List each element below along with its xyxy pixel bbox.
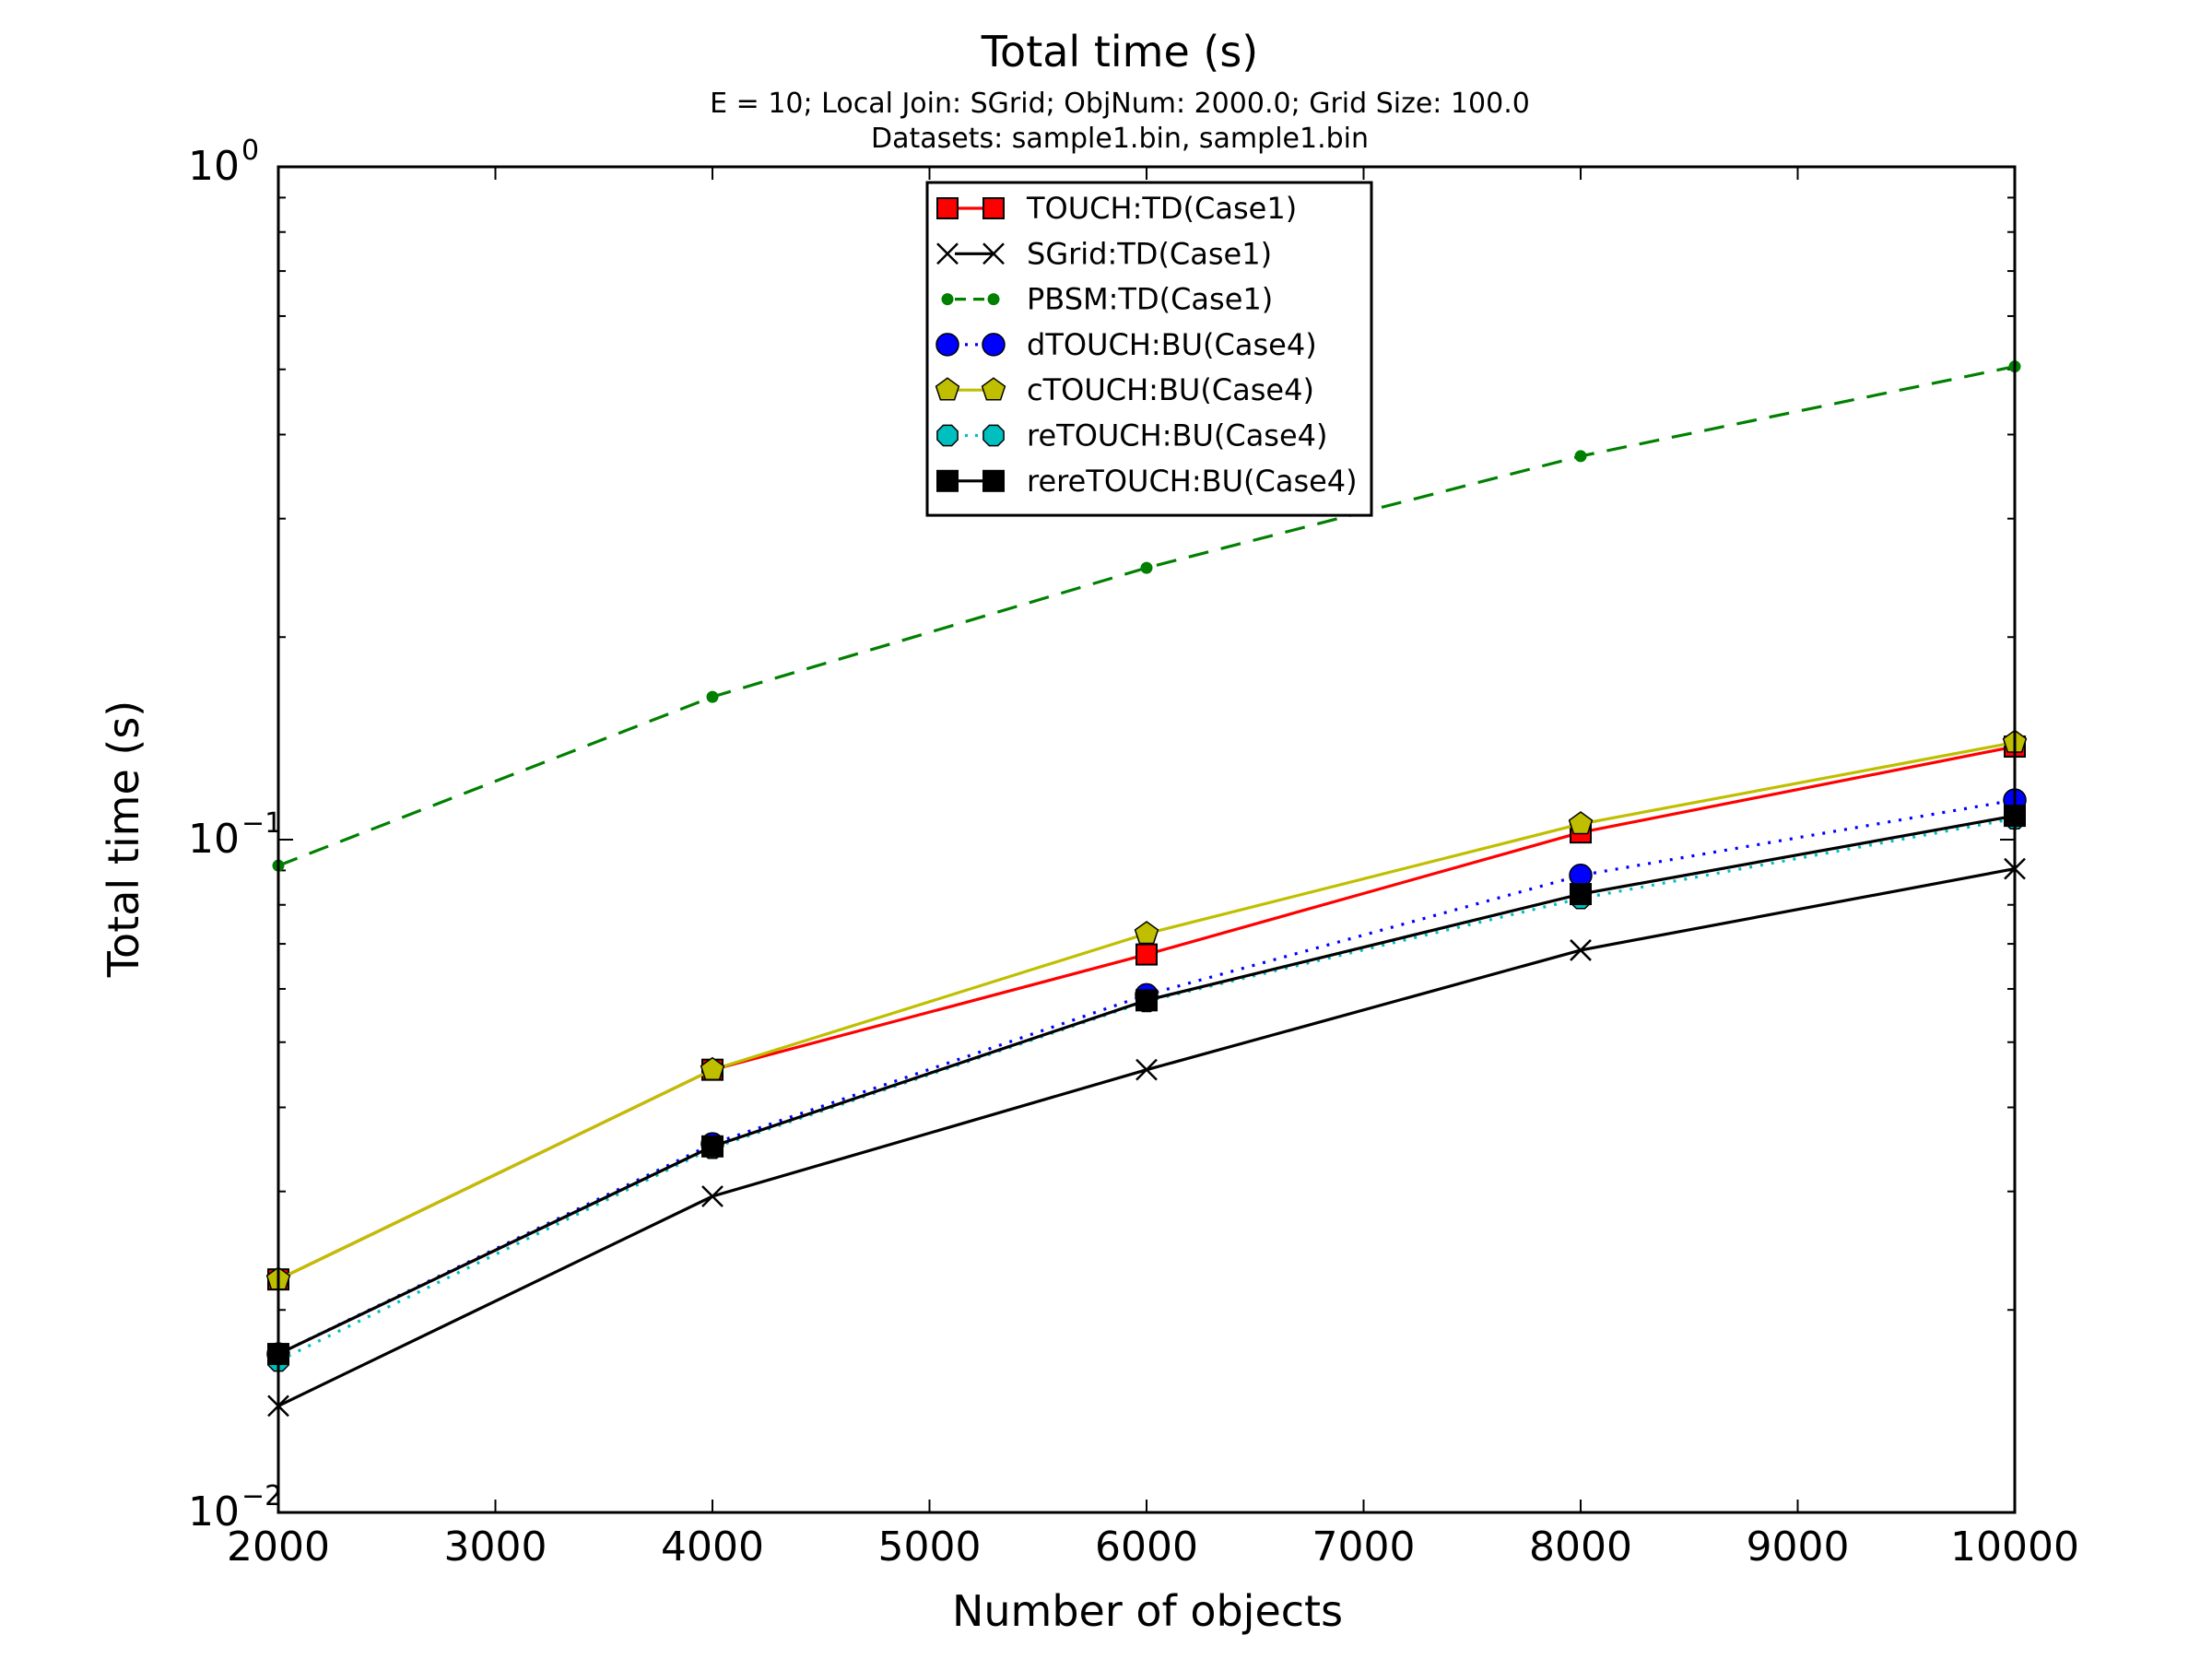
legend-marker (941, 293, 954, 306)
x-tick-label: 3000 (444, 1524, 547, 1571)
legend-label: cTOUCH:BU(Case4) (1027, 372, 1314, 407)
x-tick-label: 4000 (661, 1524, 764, 1571)
chart-title: Total time (s) (981, 27, 1258, 76)
y-axis-label: Total time (s) (99, 700, 148, 978)
legend-marker (936, 469, 959, 492)
y-tick-base: 10 (188, 1488, 240, 1535)
legend-marker (982, 242, 1005, 265)
legend-label: PBSM:TD(Case1) (1027, 282, 1273, 317)
y-tick-exponent: −2 (241, 1480, 282, 1512)
data-point (1135, 943, 1158, 966)
y-tick-base: 10 (188, 143, 240, 190)
data-point (1570, 939, 1592, 961)
y-tick-label: 10 −2 (188, 1480, 282, 1535)
data-point (1135, 1058, 1158, 1081)
legend-label: rereTOUCH:BU(Case4) (1027, 464, 1358, 499)
legend-entry: TOUCH:TD(Case1) (936, 191, 1297, 226)
data-point (700, 1056, 725, 1080)
legend-marker (935, 333, 959, 357)
data-point (1134, 921, 1159, 945)
data-point (1140, 561, 1153, 574)
chart-subtitle-line-1: E = 10; Local Join: SGrid; ObjNum: 2000.… (710, 88, 1530, 120)
data-point (1135, 989, 1158, 1012)
data-point (701, 1135, 724, 1158)
legend-entry: SGrid:TD(Case1) (936, 236, 1272, 271)
x-tick-label: 8000 (1529, 1524, 1632, 1571)
legend-marker (982, 424, 1005, 447)
x-tick-label: 6000 (1095, 1524, 1198, 1571)
legend-marker (936, 197, 959, 219)
legend-marker (936, 424, 959, 447)
legend-marker (981, 377, 1006, 401)
series-group (265, 360, 2028, 1418)
legend-entry: PBSM:TD(Case1) (941, 282, 1273, 317)
legend-label: TOUCH:TD(Case1) (1026, 191, 1297, 226)
series-line (277, 365, 2016, 867)
chart-subtitle-line-2: Datasets: sample1.bin, sample1.bin (871, 123, 1369, 155)
legend-label: dTOUCH:BU(Case4) (1027, 327, 1317, 362)
plot-frame (276, 165, 2017, 1514)
legend-entry: dTOUCH:BU(Case4) (935, 327, 1317, 362)
y-tick-exponent: 0 (241, 135, 259, 167)
data-point (701, 1185, 724, 1207)
x-tick-label: 9000 (1747, 1524, 1850, 1571)
x-tick-label: 10000 (1950, 1524, 2079, 1571)
legend-entry: reTOUCH:BU(Case4) (936, 418, 1328, 453)
legend-entry: rereTOUCH:BU(Case4) (936, 464, 1358, 499)
legend-marker (987, 293, 1000, 306)
series-cTOUCH:BU(Case4) (265, 729, 2028, 1290)
legend-label: SGrid:TD(Case1) (1027, 236, 1272, 271)
data-point (706, 690, 719, 703)
y-tick-label: 10 0 (188, 135, 259, 190)
data-point (1574, 450, 1587, 463)
y-tick-exponent: −1 (241, 807, 282, 840)
x-axis-label: Number of objects (952, 1586, 1343, 1636)
legend: TOUCH:TD(Case1) SGrid:TD(Case1) PBSM:TD(Ca… (925, 181, 1373, 517)
x-tick-label: 2000 (227, 1524, 330, 1571)
x-tick-label: 7000 (1312, 1524, 1416, 1571)
legend-marker (936, 242, 959, 265)
legend-entry: cTOUCH:BU(Case4) (935, 372, 1314, 407)
legend-marker (982, 333, 1006, 357)
legend-marker (982, 197, 1005, 219)
x-tick-label: 5000 (878, 1524, 982, 1571)
legend-label: reTOUCH:BU(Case4) (1027, 418, 1328, 453)
data-point (1570, 883, 1592, 906)
legend-marker (935, 377, 960, 401)
y-tick-label: 10 −1 (188, 807, 282, 863)
data-point (1568, 811, 1594, 835)
y-tick-base: 10 (188, 816, 240, 863)
legend-marker (982, 469, 1005, 492)
